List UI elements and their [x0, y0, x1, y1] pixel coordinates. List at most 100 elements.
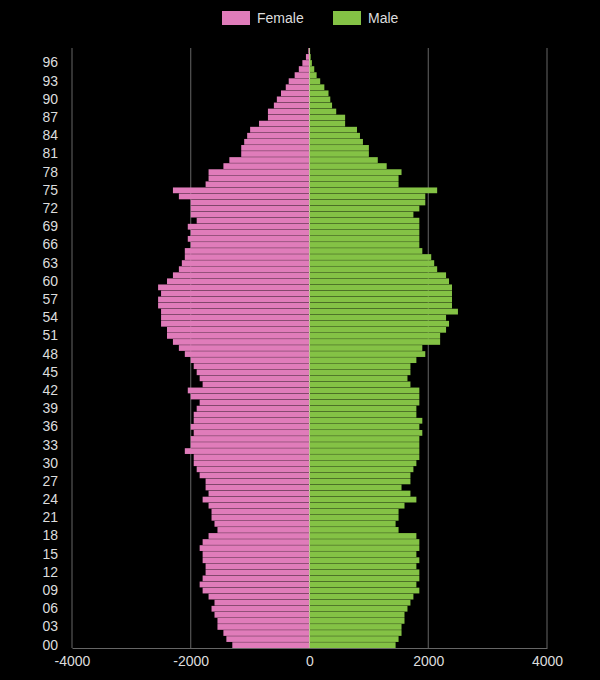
bar — [310, 163, 387, 169]
bar — [299, 66, 310, 72]
y-tick: 51 — [42, 327, 72, 343]
bar — [191, 230, 310, 236]
bar — [310, 569, 420, 575]
bar — [310, 588, 420, 594]
bar — [310, 266, 438, 272]
bar — [188, 236, 310, 242]
bar — [310, 606, 408, 612]
y-tick: 75 — [42, 182, 72, 198]
x-tick: -4000 — [55, 648, 91, 669]
bar — [310, 466, 414, 472]
bar — [194, 460, 310, 466]
legend-label: Male — [368, 10, 399, 26]
bar — [200, 472, 310, 478]
bar — [310, 576, 420, 582]
bar — [277, 97, 310, 103]
bar — [310, 78, 321, 84]
bar — [191, 357, 310, 363]
y-tick-label: 81 — [42, 145, 58, 161]
y-tick: 36 — [42, 418, 72, 434]
bar — [310, 460, 417, 466]
bar — [310, 557, 420, 563]
legend: FemaleMale — [222, 10, 399, 26]
bar — [310, 430, 423, 436]
y-tick-label: 30 — [42, 455, 58, 471]
y-tick: 48 — [42, 346, 72, 362]
bar — [310, 230, 420, 236]
bar — [310, 169, 402, 175]
bar — [167, 333, 310, 339]
bar — [241, 145, 309, 151]
bar — [310, 278, 450, 284]
bar — [310, 436, 420, 442]
bar — [229, 157, 309, 163]
bar — [310, 175, 399, 181]
y-tick-label: 78 — [42, 164, 58, 180]
bar — [215, 521, 310, 527]
x-tick-label: 2000 — [413, 653, 444, 669]
y-tick-label: 33 — [42, 436, 58, 452]
bar — [310, 491, 411, 497]
bar — [310, 303, 453, 309]
bar — [212, 515, 310, 521]
bar — [247, 133, 309, 139]
bar — [310, 194, 426, 200]
x-tick: 2000 — [413, 648, 444, 669]
bar — [310, 284, 453, 290]
bar — [310, 448, 420, 454]
grid — [72, 48, 547, 648]
bar — [310, 139, 363, 145]
bar — [310, 594, 414, 600]
bar — [310, 351, 426, 357]
bar — [223, 163, 309, 169]
y-tick: 54 — [42, 309, 72, 325]
bar — [310, 612, 405, 618]
bar — [209, 169, 310, 175]
bar — [217, 618, 309, 624]
background — [0, 0, 600, 680]
bar — [310, 103, 333, 109]
bar — [191, 442, 310, 448]
y-tick-label: 21 — [42, 509, 58, 525]
x-axis-line — [73, 648, 548, 649]
bar — [310, 200, 426, 206]
x-tick-label: -4000 — [55, 653, 91, 669]
bar — [259, 121, 309, 127]
bar — [310, 339, 441, 345]
bar — [194, 454, 310, 460]
x-tick: -2000 — [173, 648, 209, 669]
bar — [191, 212, 310, 218]
bar — [310, 327, 447, 333]
bar — [191, 206, 310, 212]
bar — [203, 551, 310, 557]
y-tick: 78 — [42, 164, 72, 180]
bar — [167, 278, 310, 284]
bar — [310, 206, 420, 212]
series-0 — [158, 48, 309, 648]
x-tick-label: 4000 — [532, 653, 563, 669]
bar — [310, 109, 337, 115]
bar — [310, 297, 453, 303]
bar — [310, 224, 420, 230]
series-1 — [310, 48, 458, 648]
bar — [194, 418, 310, 424]
y-axis-line — [72, 49, 73, 649]
y-tick-label: 36 — [42, 418, 58, 434]
bar — [310, 145, 369, 151]
y-tick-label: 96 — [42, 54, 58, 70]
bar — [217, 624, 309, 630]
x-tick: 0 — [306, 648, 314, 669]
bar — [310, 97, 331, 103]
y-tick-label: 15 — [42, 546, 58, 562]
legend-item: Male — [333, 10, 399, 26]
y-tick: 03 — [42, 618, 72, 634]
bar — [310, 424, 420, 430]
bar — [310, 400, 420, 406]
y-tick: 42 — [42, 382, 72, 398]
y-tick-label: 54 — [42, 309, 58, 325]
y-tick-label: 60 — [42, 273, 58, 289]
bar — [200, 545, 310, 551]
y-tick-label: 00 — [42, 637, 58, 653]
bar — [310, 345, 423, 351]
bar — [310, 521, 396, 527]
